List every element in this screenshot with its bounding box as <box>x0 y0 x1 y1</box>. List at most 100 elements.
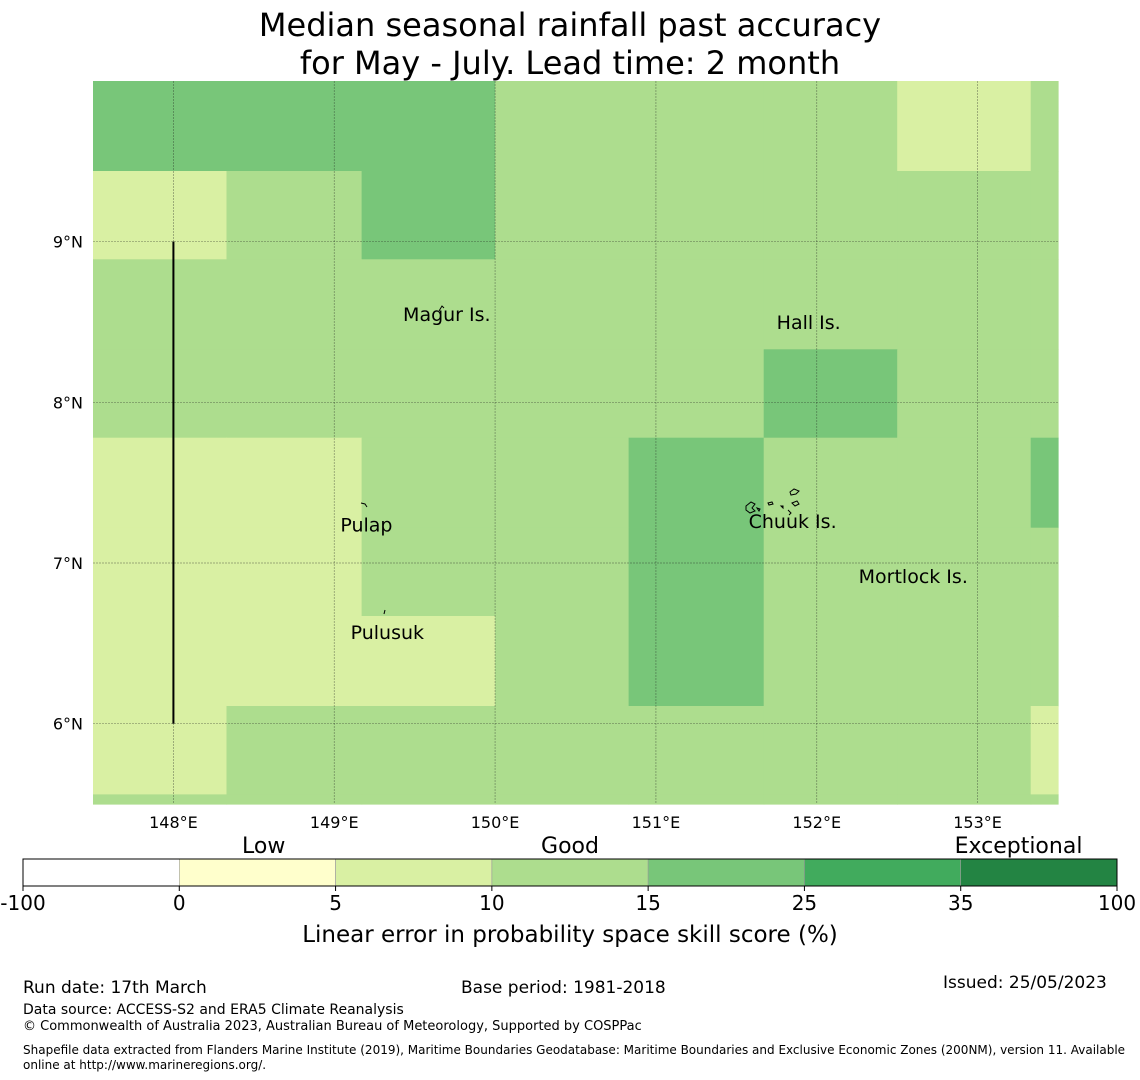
skill-cell <box>495 616 630 707</box>
colorbar-swatch <box>647 858 805 887</box>
skill-cell <box>93 171 228 260</box>
colorbar-tick-label: 15 <box>635 891 660 915</box>
skill-cell <box>361 81 496 172</box>
skill-cell <box>1030 527 1059 617</box>
skill-cell <box>628 171 765 260</box>
longitude-tick-label: 153°E <box>953 813 1002 832</box>
latitude-tick-label: 8°N <box>53 393 83 412</box>
skill-cell <box>361 706 496 795</box>
colorbar-tick-label: 5 <box>329 891 342 915</box>
skill-cell <box>226 81 363 172</box>
skill-cell <box>361 349 496 439</box>
base-period: Base period: 1981-2018 <box>461 978 666 998</box>
skill-cell <box>763 794 898 805</box>
latitude-tick-label: 9°N <box>53 233 83 252</box>
skill-cell <box>1030 437 1059 529</box>
colorbar-swatch <box>804 858 962 887</box>
skill-cell <box>897 349 1032 439</box>
skill-cell <box>1030 794 1059 805</box>
map-title-line2: for May - July. Lead time: 2 month <box>299 44 841 82</box>
skill-cell <box>93 259 228 350</box>
skill-cell <box>93 349 228 439</box>
colorbar-swatch <box>335 858 493 887</box>
colorbar-tick-label: 25 <box>792 891 817 915</box>
latitude-labels: 9°N 8°N 7°N 6°N <box>53 233 83 734</box>
colorbar-swatch <box>22 858 180 887</box>
skill-cell <box>1030 259 1059 350</box>
skill-cell <box>628 437 765 529</box>
skill-cell <box>93 81 228 172</box>
skill-cell <box>628 81 765 172</box>
longitude-tick-label: 149°E <box>310 813 359 832</box>
skill-cell <box>495 171 630 260</box>
graticule <box>93 81 1058 804</box>
island-label: Chuuk Is. <box>749 511 837 533</box>
island-outlines <box>360 305 800 615</box>
colorbar-tick-label: 0 <box>173 891 186 915</box>
shapefile-credit-line1: Shapefile data extracted from Flanders M… <box>23 1043 1126 1057</box>
island-labels: Magur Is. Hall Is. Pulap Chuuk Is. Mortlock … <box>340 304 968 644</box>
skill-cell <box>897 81 1032 172</box>
skill-cell <box>495 259 630 350</box>
chuuk-lagoon-shapes <box>745 488 800 516</box>
island-label: Magur Is. <box>403 304 491 326</box>
skill-cell <box>1030 171 1059 260</box>
skill-cell <box>763 437 898 529</box>
skill-cell <box>763 706 898 795</box>
longitude-tick-label: 151°E <box>632 813 681 832</box>
island-label: Mortlock Is. <box>859 566 968 588</box>
colorbar-swatch <box>960 858 1118 887</box>
skill-cell <box>897 794 1032 805</box>
skill-cell <box>628 259 765 350</box>
colorbar-category-label: Exceptional <box>955 834 1083 859</box>
skill-cell <box>226 259 363 350</box>
colorbar-axis-label: Linear error in probability space skill … <box>302 922 838 948</box>
longitude-labels: 148°E 149°E 150°E 151°E 152°E 153°E <box>149 813 1002 832</box>
pulusuk-island-shape <box>383 609 386 615</box>
skill-cell <box>495 794 630 805</box>
skill-cell <box>628 349 765 439</box>
latitude-tick-label: 7°N <box>53 554 83 573</box>
colorbar: -100 0 5 10 15 25 35 100 Low Good Exceptional Linea… <box>0 834 1136 948</box>
skill-cell <box>763 171 898 260</box>
skill-cell <box>763 81 898 172</box>
skill-cell <box>495 706 630 795</box>
rainfall-skill-map: 148°E 149°E 150°E 151°E 152°E 153°E 9°N 8°N 7°N… <box>0 81 1136 948</box>
colorbar-outline <box>22 858 1118 887</box>
longitude-tick-label: 152°E <box>792 813 841 832</box>
colorbar-category-label: Good <box>541 834 599 859</box>
colorbar-category-label: Low <box>242 834 285 859</box>
skill-cell <box>763 616 898 707</box>
skill-cell <box>628 527 765 617</box>
skill-cell <box>361 437 496 529</box>
skill-cell <box>495 81 630 172</box>
issued-date: Issued: 25/05/2023 <box>943 973 1107 993</box>
colorbar-swatch <box>179 858 336 887</box>
longitude-tick-label: 150°E <box>471 813 520 832</box>
skill-cell <box>763 259 898 350</box>
skill-cell <box>361 794 496 805</box>
skill-cell <box>226 349 363 439</box>
skill-cell <box>628 794 765 805</box>
skill-cell <box>226 794 363 805</box>
map-title-line1: Median seasonal rainfall past accuracy <box>258 6 882 44</box>
skill-cell <box>93 794 228 805</box>
skill-cell <box>1030 81 1059 172</box>
skill-cell <box>897 259 1032 350</box>
skill-cell <box>93 616 228 707</box>
skill-cell <box>897 171 1032 260</box>
skill-grid <box>93 81 1059 805</box>
pulap-island-shape <box>360 502 368 508</box>
skill-cell <box>1030 706 1059 795</box>
skill-cell <box>226 527 363 617</box>
skill-cell <box>361 171 496 260</box>
skill-cell <box>897 437 1032 529</box>
skill-cell <box>897 706 1032 795</box>
copyright-notice: © Commonwealth of Australia 2023, Austra… <box>23 1019 642 1034</box>
colorbar-tick-label: 35 <box>948 891 973 915</box>
skill-cell <box>93 527 228 617</box>
skill-cell <box>1030 349 1059 439</box>
shapefile-credit-line2: online at http://www.marineregions.org/. <box>23 1058 267 1072</box>
skill-cell <box>763 349 898 439</box>
skill-cell <box>897 527 1032 617</box>
